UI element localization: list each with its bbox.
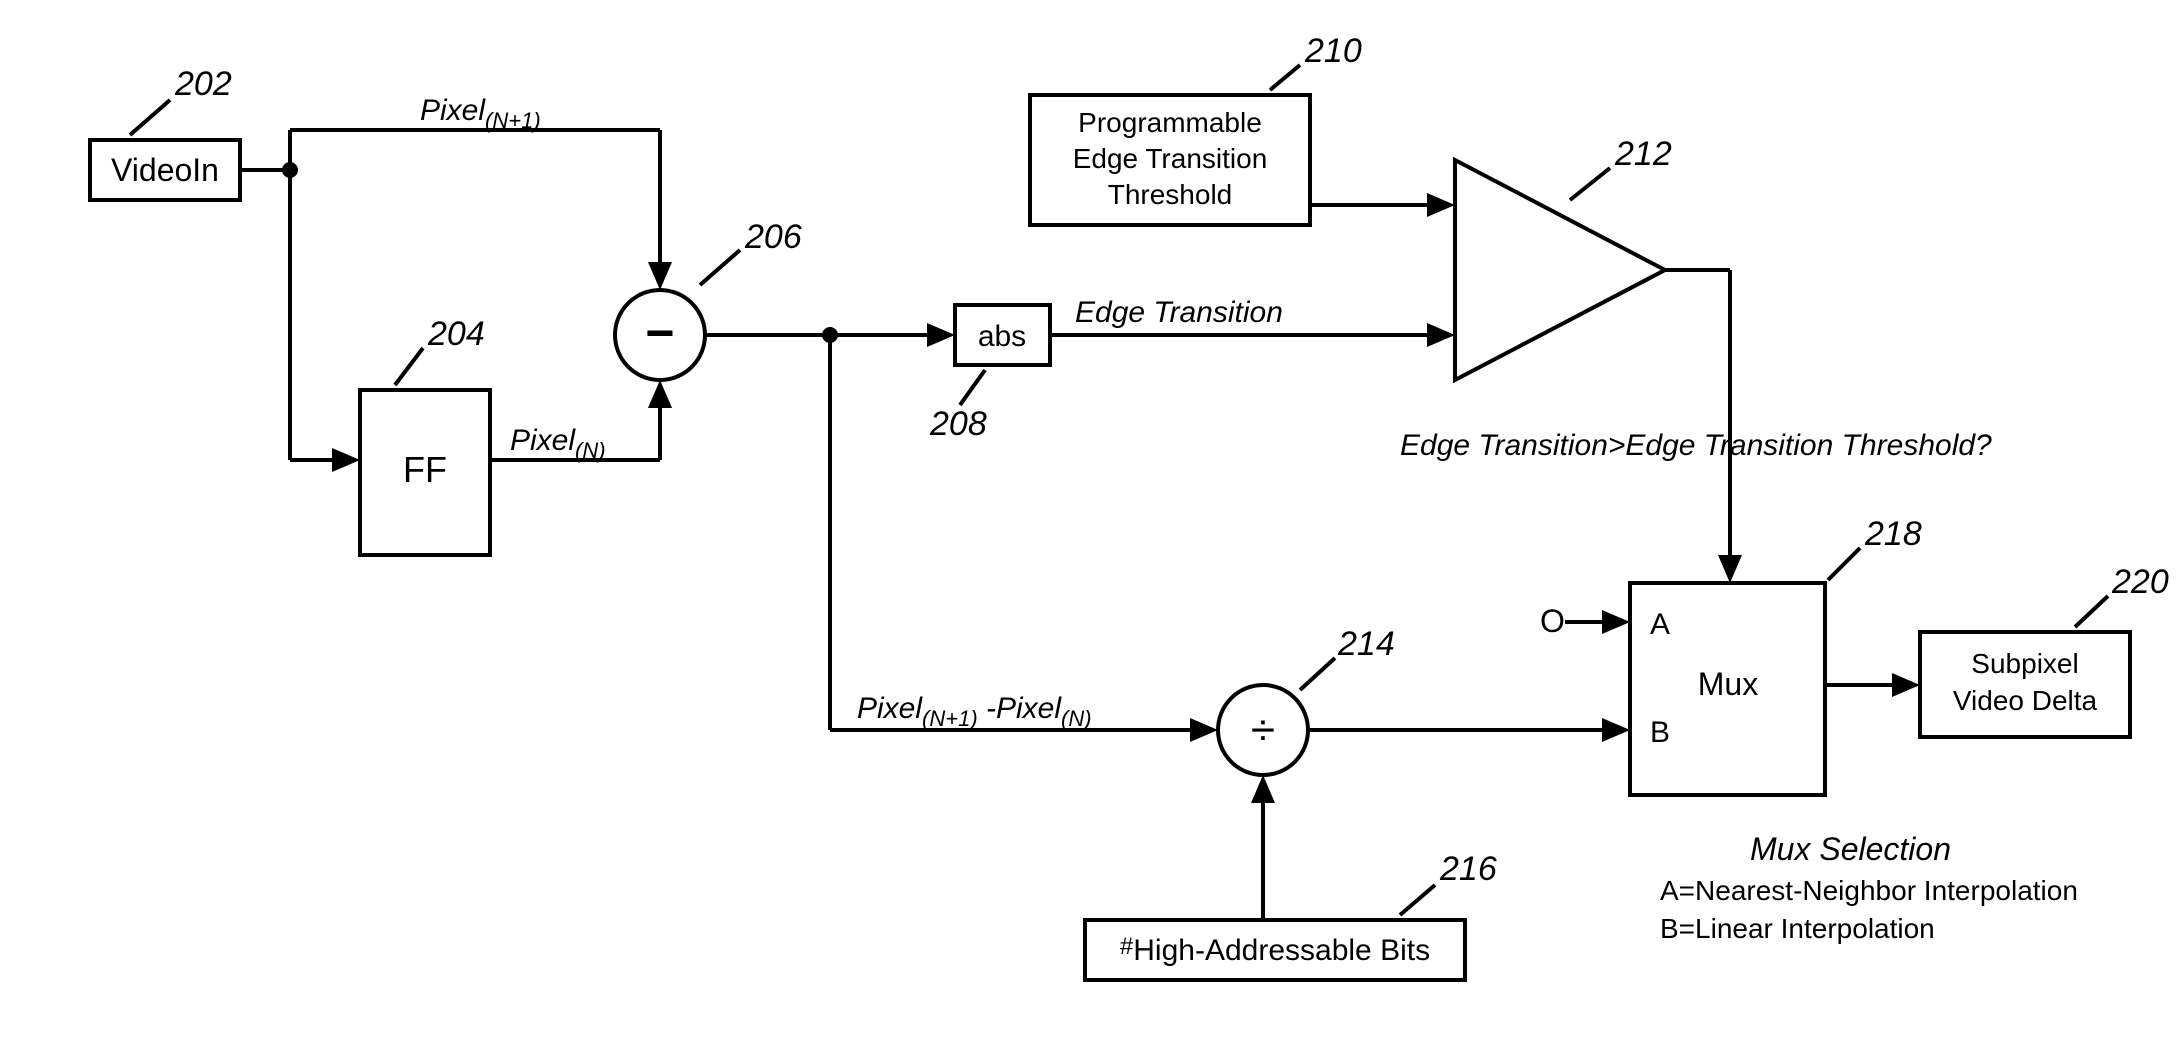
arrow-into-sub-bot	[648, 380, 672, 408]
arrow-into-mux-a	[1602, 610, 1630, 634]
pixel-n-label: Pixel(N)	[510, 424, 606, 463]
arrow-into-comp-top	[1427, 193, 1455, 217]
hiaddr-label: #High-Addressable Bits	[1120, 933, 1430, 967]
threshold-l1: Programmable	[1078, 107, 1262, 138]
ref-220: 220	[2111, 563, 2169, 601]
ref-214: 214	[1337, 625, 1395, 663]
arrow-into-div-bot	[1251, 775, 1275, 803]
arrow-into-comp-bot	[1427, 323, 1455, 347]
ref-leader-202	[130, 100, 170, 135]
subtract-symbol: −	[645, 305, 674, 361]
videoin-label: VideoIn	[111, 152, 219, 188]
legend-b: B=Linear Interpolation	[1660, 913, 1935, 944]
mux-label: Mux	[1698, 666, 1758, 702]
arrow-into-div	[1190, 718, 1218, 742]
ff-label: FF	[403, 449, 447, 490]
mux-port-b: B	[1650, 716, 1670, 749]
compare-q-label: Edge Transition>Edge Transition Threshol…	[1400, 429, 1992, 462]
arrow-into-ff	[332, 448, 360, 472]
ref-206: 206	[744, 218, 802, 256]
ref-218: 218	[1864, 515, 1922, 553]
ref-204: 204	[427, 315, 485, 353]
abs-label: abs	[978, 320, 1026, 353]
ref-leader-212	[1570, 168, 1610, 200]
legend-a: A=Nearest-Neighbor Interpolation	[1660, 875, 2078, 906]
output-l2: Video Delta	[1953, 685, 2098, 716]
divide-symbol: ÷	[1251, 706, 1275, 755]
ref-202: 202	[174, 65, 232, 103]
ref-210: 210	[1304, 32, 1362, 70]
comparator-triangle	[1455, 160, 1665, 380]
ref-leader-210	[1270, 65, 1300, 90]
diagram-canvas: VideoIn 202 Pixel(N+1) FF 204 Pixel(N) −…	[0, 0, 2180, 1041]
edge-transition-label: Edge Transition	[1075, 296, 1283, 329]
arrow-into-output	[1892, 673, 1920, 697]
legend-title: Mux Selection	[1750, 831, 1951, 867]
zero-label: O	[1540, 603, 1565, 639]
output-l1: Subpixel	[1971, 648, 2078, 679]
arrow-into-sub-top	[648, 262, 672, 290]
arrow-into-abs	[927, 323, 955, 347]
ref-leader-220	[2075, 596, 2108, 627]
mux-port-a: A	[1650, 608, 1670, 641]
arrow-into-mux-b	[1602, 718, 1630, 742]
ref-leader-216	[1400, 885, 1435, 915]
ref-212: 212	[1614, 135, 1672, 173]
diff-label: Pixel(N+1) -Pixel(N)	[857, 692, 1092, 731]
ref-leader-214	[1300, 658, 1335, 690]
ref-leader-206	[700, 250, 740, 285]
ref-216: 216	[1439, 850, 1497, 888]
threshold-l3: Threshold	[1108, 179, 1233, 210]
ref-leader-218	[1828, 548, 1860, 580]
pixel-np1-label: Pixel(N+1)	[420, 94, 541, 133]
threshold-l2: Edge Transition	[1073, 143, 1268, 174]
ref-208: 208	[929, 405, 987, 443]
ref-leader-204	[395, 348, 423, 385]
ref-leader-208	[960, 370, 985, 405]
arrow-into-mux-sel	[1718, 555, 1742, 583]
